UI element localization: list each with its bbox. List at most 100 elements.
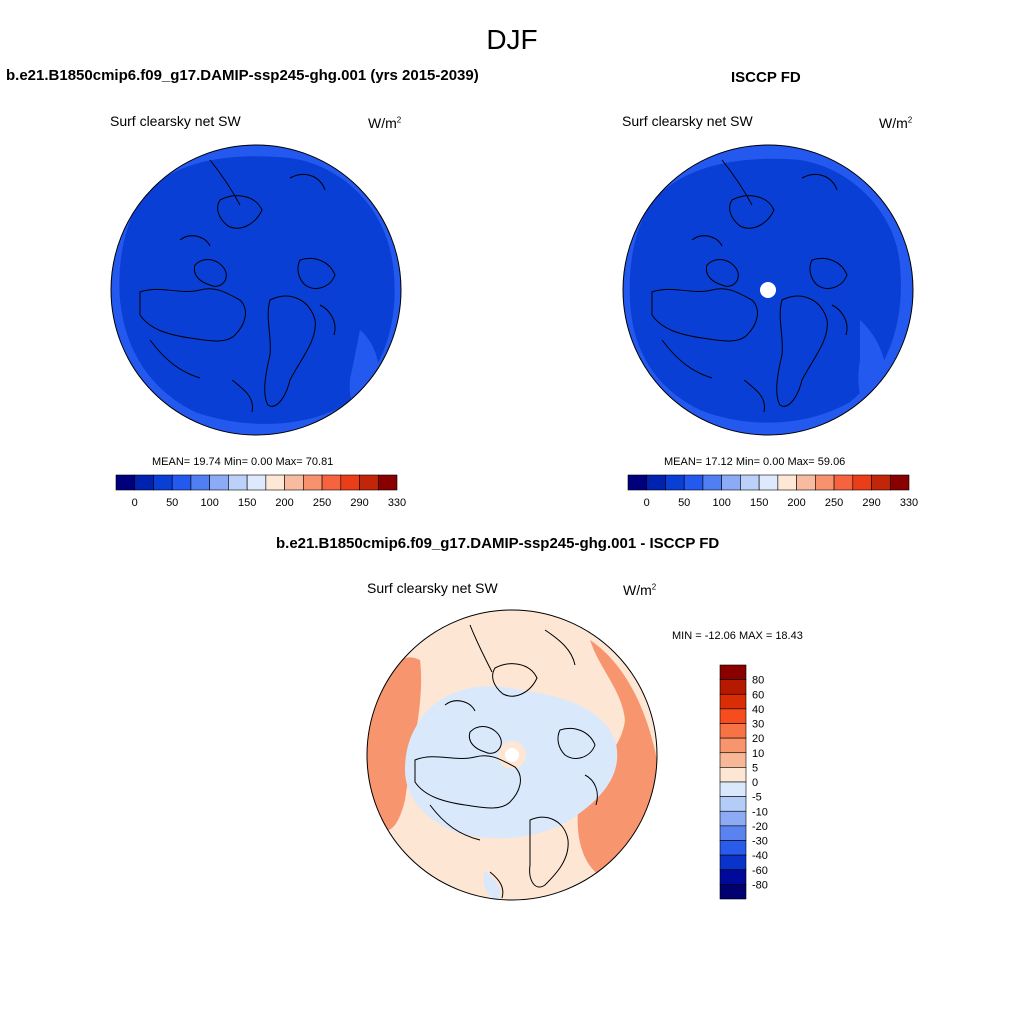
colorbar-swatch — [153, 474, 173, 491]
colorbar-tick-label: 330 — [900, 497, 918, 509]
colorbar-tick-label: 250 — [313, 497, 331, 509]
colorbar-tick-label: 100 — [712, 497, 730, 509]
colorbar-swatch — [777, 474, 797, 491]
colorbar-tick-label: -20 — [752, 821, 768, 833]
coastlines-obs — [651, 159, 848, 413]
map-field-deep — [119, 156, 395, 424]
colorbar-tick-label: 0 — [132, 497, 138, 509]
colorbar-tick-label: 40 — [752, 704, 764, 716]
colorbar-swatch — [115, 474, 136, 491]
colorbar-tick-label: -5 — [752, 792, 762, 804]
colorbar-tick-label: 200 — [275, 497, 293, 509]
colorbar-tick-label: 150 — [238, 497, 256, 509]
colorbar-tick-label: 150 — [750, 497, 768, 509]
coastlines-model — [139, 159, 336, 413]
colorbar-swatch — [796, 474, 816, 491]
map-field-hot-east — [577, 640, 657, 880]
colorbar-swatch — [719, 854, 747, 871]
colorbar-tick-label: 20 — [752, 733, 764, 745]
colorbar-swatch — [719, 810, 747, 827]
colorbar-swatch — [719, 664, 747, 680]
colorbar-swatch — [228, 474, 248, 491]
colorbar-swatch — [719, 796, 747, 812]
colorbar-swatch — [833, 474, 854, 491]
polar-map-diff — [366, 609, 658, 901]
colorbar-swatch — [683, 474, 704, 491]
colorbar-tick-label: 50 — [678, 497, 690, 509]
coastlines-diff — [414, 624, 598, 899]
colorbar-tick-label: -40 — [752, 850, 768, 862]
colorbar-tick-label: 60 — [752, 689, 764, 701]
colorbar-tick-label: 330 — [388, 497, 406, 509]
colorbar-tick-label: -80 — [752, 879, 768, 891]
colorbar-swatch — [719, 825, 747, 841]
colorbar-tick-label: 290 — [350, 497, 368, 509]
colorbar-model: 0 50 100 150 200 250 290 330 — [115, 474, 406, 509]
colorbar-tick-label: 290 — [862, 497, 880, 509]
colorbar-tick-label: 0 — [752, 777, 758, 789]
season-title: DJF — [486, 24, 538, 55]
missing-data-pole — [760, 282, 776, 298]
colorbar-swatch — [359, 474, 379, 491]
colorbar-swatch — [719, 708, 747, 724]
polar-map-model — [110, 144, 402, 436]
colorbar-diff: 80 60 40 30 20 10 5 0 -5 -10 -20 -30 -40 -60 -80 — [719, 664, 768, 900]
colorbar-tick-label: 100 — [200, 497, 218, 509]
colorbar-swatch — [852, 474, 872, 491]
colorbar-swatch — [719, 840, 747, 856]
colorbar-swatch — [134, 474, 154, 491]
colorbar-swatch — [284, 474, 304, 491]
map-field-negative-patch — [483, 870, 501, 900]
panel-diff-stats: MIN = -12.06 MAX = 18.43 — [672, 630, 803, 642]
colorbar-swatch — [190, 474, 210, 491]
colorbar-swatch — [665, 474, 685, 491]
colorbar-tick-label: -30 — [752, 836, 768, 848]
colorbar-swatch — [171, 474, 192, 491]
colorbar-swatch — [719, 693, 747, 710]
colorbar-swatch — [719, 869, 747, 885]
colorbar-tick-label: 80 — [752, 675, 764, 687]
colorbar-swatch — [719, 781, 747, 797]
map-field-hot-west — [367, 657, 422, 831]
colorbar-tick-label: 10 — [752, 748, 764, 760]
colorbar-swatch — [719, 752, 747, 768]
colorbar-swatch — [719, 884, 747, 900]
panel-diff-title: b.e21.B1850cmip6.f09_g17.DAMIP-ssp245-gh… — [276, 535, 720, 552]
colorbar-swatch — [740, 474, 760, 491]
colorbar-swatch — [303, 474, 323, 491]
panel-diff-variable: Surf clearsky net SW — [367, 580, 498, 596]
colorbar-swatch — [889, 474, 910, 491]
missing-data-pole — [505, 748, 519, 762]
colorbar-swatch — [719, 767, 747, 783]
colorbar-tick-label: 250 — [825, 497, 843, 509]
panel-obs-stats: MEAN= 17.12 Min= 0.00 Max= 59.06 — [664, 456, 846, 468]
colorbar-swatch — [246, 474, 267, 491]
panel-model-stats: MEAN= 19.74 Min= 0.00 Max= 70.81 — [152, 456, 334, 468]
colorbar-swatch — [646, 474, 666, 491]
colorbar-swatch — [377, 474, 398, 491]
panel-obs-title: ISCCP FD — [731, 69, 801, 86]
colorbar-swatch — [340, 474, 360, 491]
colorbar-swatch — [702, 474, 722, 491]
colorbar-swatch — [758, 474, 779, 491]
colorbar-tick-label: 5 — [752, 762, 758, 774]
colorbar-swatch — [871, 474, 891, 491]
colorbar-swatch — [721, 474, 741, 491]
colorbar-swatch — [209, 474, 229, 491]
colorbar-swatch — [321, 474, 342, 491]
panel-obs-variable: Surf clearsky net SW — [622, 113, 753, 129]
panel-model-title: b.e21.B1850cmip6.f09_g17.DAMIP-ssp245-gh… — [6, 67, 479, 84]
panel-model-variable: Surf clearsky net SW — [110, 113, 241, 129]
colorbar-swatch — [265, 474, 285, 491]
colorbar-tick-label: 50 — [166, 497, 178, 509]
colorbar-swatch — [815, 474, 835, 491]
colorbar-swatch — [719, 737, 747, 754]
colorbar-tick-label: -60 — [752, 865, 768, 877]
colorbar-obs: 0 50 100 150 200 250 290 330 — [627, 474, 918, 509]
colorbar-tick-label: 0 — [644, 497, 650, 509]
panel-obs-units: W/m2 — [879, 115, 913, 131]
colorbar-tick-label: 200 — [787, 497, 805, 509]
polar-map-obs — [622, 144, 914, 436]
colorbar-swatch — [627, 474, 648, 491]
